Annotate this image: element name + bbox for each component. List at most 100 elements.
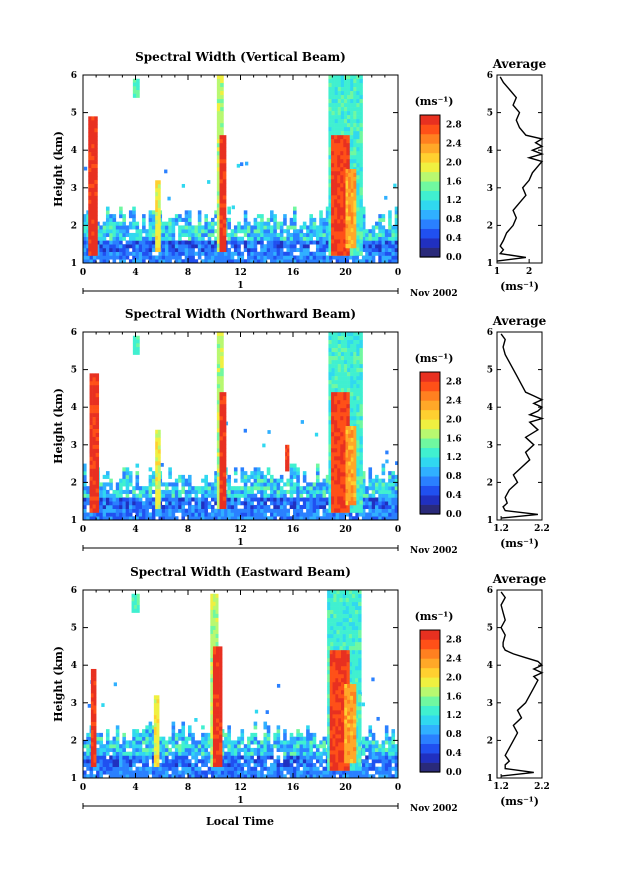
heatmap-cell [188, 747, 192, 752]
heatmap-cell [353, 200, 357, 205]
heatmap-cell [334, 388, 339, 393]
heatmap-cell [128, 482, 133, 487]
heatmap-cell [337, 151, 341, 156]
heatmap-cell [219, 175, 224, 180]
heatmap-cell [194, 229, 199, 234]
heatmap-cell [155, 504, 159, 510]
heatmap-cell [368, 251, 373, 256]
heatmap-cell [148, 236, 153, 241]
heatmap-cell [245, 161, 249, 166]
heatmap-cell [270, 482, 274, 487]
heatmap-cell [394, 225, 399, 230]
heatmap-cell [328, 95, 332, 100]
heatmap-cell [207, 251, 212, 256]
heatmap-cell [89, 259, 94, 264]
heatmap-cell [216, 171, 221, 176]
heatmap-cell [299, 489, 304, 494]
heatmap-cell [331, 203, 335, 208]
heatmap-cell [201, 759, 205, 764]
heatmap-cell [207, 504, 212, 510]
heatmap-cell [306, 508, 310, 513]
heatmap-cell [356, 79, 360, 84]
heatmap-cell [237, 512, 241, 517]
heatmap-cell [83, 247, 87, 253]
heatmap-cell [88, 179, 92, 185]
heatmap-cell [359, 344, 363, 349]
heatmap-cell [207, 229, 212, 234]
heatmap-cell [337, 195, 341, 200]
heatmap-cell [174, 493, 179, 498]
heatmap-cell [83, 744, 87, 749]
heatmap-cell [348, 501, 352, 506]
heatmap-cell [337, 464, 341, 469]
heatmap-cell [340, 211, 344, 216]
heatmap-cell [109, 229, 113, 234]
heatmap-cell [83, 463, 87, 468]
heatmap-cell [161, 736, 166, 741]
heatmap-cell [331, 167, 335, 172]
heatmap-cell [256, 240, 261, 245]
heatmap-cell [250, 225, 254, 230]
heatmap-cell [94, 195, 98, 201]
heatmap-cell [142, 729, 146, 734]
heatmap-cell [220, 348, 224, 353]
heatmap-cell [378, 501, 382, 506]
heatmap-cell [356, 460, 360, 465]
heatmap-cell [92, 377, 96, 382]
heatmap-cell [340, 448, 344, 453]
heatmap-cell [155, 461, 159, 466]
heatmap-cell [256, 474, 261, 479]
heatmap-cell [361, 232, 366, 237]
heatmap-cell [86, 229, 90, 234]
heatmap-cell [279, 240, 284, 245]
heatmap-cell [356, 364, 360, 369]
heatmap-cell [136, 339, 140, 344]
heatmap-cell [161, 489, 166, 494]
heatmap-cell [340, 167, 344, 172]
heatmap-cell [334, 175, 338, 180]
heatmap-cell [385, 459, 389, 464]
heatmap-cell [348, 465, 352, 470]
heatmap-cell [293, 240, 297, 245]
heatmap-cell [340, 107, 345, 112]
heatmap-cell [359, 87, 363, 92]
heatmap-cell [343, 195, 347, 200]
heatmap-cell [89, 373, 93, 378]
heatmap-cell [132, 493, 136, 498]
heatmap-cell [102, 489, 107, 494]
heatmap-cell [348, 453, 352, 458]
heatmap-cell [359, 203, 363, 208]
heatmap-cell [350, 216, 354, 221]
heatmap-cell [112, 240, 117, 245]
heatmap-cell [95, 429, 100, 434]
heatmap-cell [306, 232, 310, 237]
heatmap-cell [353, 176, 357, 182]
heatmap-cell [340, 484, 344, 489]
heatmap-cell [378, 225, 382, 230]
heatmap-cell [178, 497, 182, 502]
colorbar-swatch [420, 143, 440, 154]
heatmap-cell [266, 478, 271, 483]
heatmap-cell [315, 236, 320, 241]
heatmap-cell [181, 512, 186, 517]
heatmap-cell [151, 244, 156, 249]
colorbar-swatch [420, 485, 440, 496]
heatmap-cell [331, 75, 335, 80]
heatmap-cell [334, 344, 339, 349]
heatmap-cell [119, 247, 123, 253]
heatmap-cell [343, 468, 347, 473]
heatmap-cell [222, 167, 227, 172]
heatmap-cell [350, 155, 354, 160]
heatmap-cell [334, 199, 338, 204]
heatmap-cell [331, 340, 335, 345]
heatmap-cell [222, 135, 227, 140]
heatmap-cell [188, 774, 192, 779]
heatmap-cell [293, 471, 297, 476]
heatmap-cell [343, 103, 348, 108]
heatmap-cell [216, 468, 221, 473]
heatmap-cell [236, 163, 241, 168]
heatmap-cell [345, 457, 349, 462]
heatmap-cell [216, 400, 221, 405]
y-tick-label: 4 [71, 146, 77, 156]
heatmap-cell [348, 192, 352, 197]
